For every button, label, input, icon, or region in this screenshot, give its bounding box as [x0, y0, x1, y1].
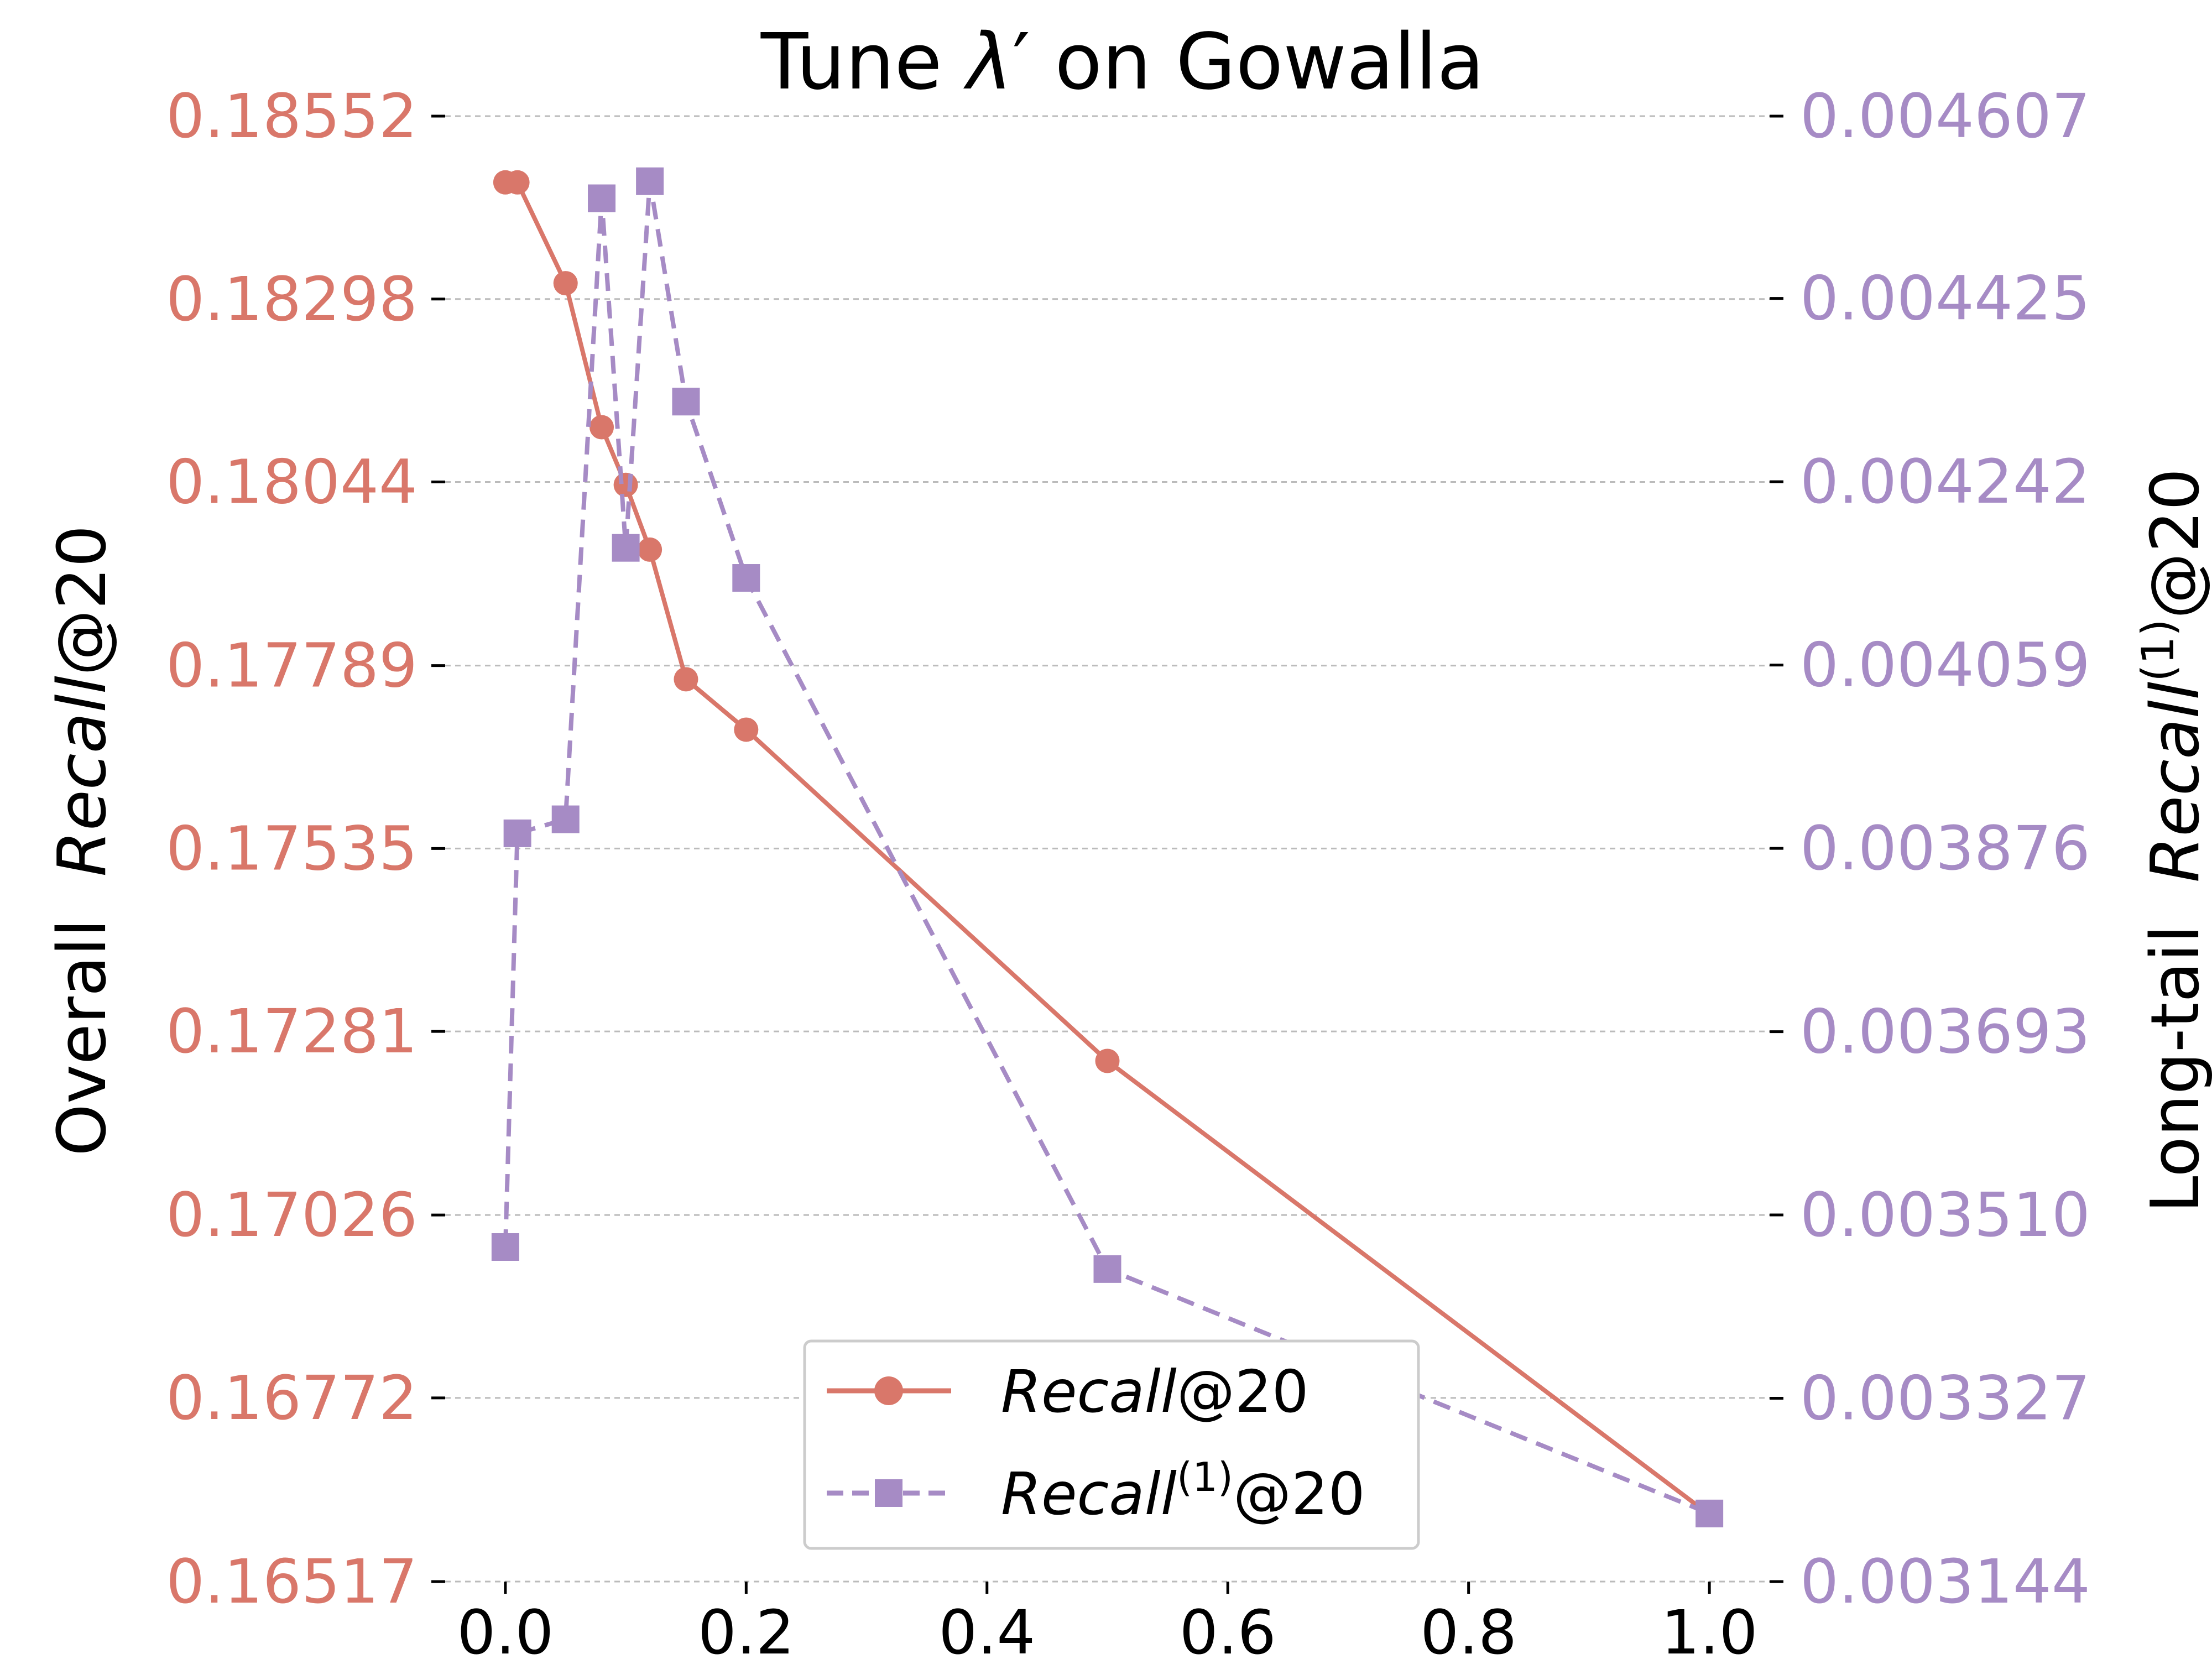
data-point-0 [589, 415, 614, 440]
data-point-0 [734, 717, 759, 742]
left-tick-label: 0.17281 [166, 996, 418, 1067]
data-point-1 [1695, 1499, 1724, 1527]
legend-label-recall-longtail: Recall(1)@20 [1001, 1454, 1365, 1528]
data-point-0 [674, 667, 698, 692]
data-point-0 [553, 271, 578, 296]
data-point-0 [1095, 1048, 1120, 1073]
data-point-1 [503, 819, 531, 847]
right-tick-label: 0.003327 [1800, 1363, 2090, 1434]
right-axis-label: Long-tail Recall(1)@20 [2132, 468, 2212, 1213]
left-tick-label: 0.18298 [166, 264, 418, 335]
left-tick-label: 0.17789 [166, 630, 418, 701]
data-point-0 [638, 537, 662, 562]
right-tick-label: 0.003510 [1800, 1180, 2090, 1250]
legend-box [803, 1339, 1420, 1550]
left-tick-label: 0.18552 [166, 81, 418, 152]
legend-label-recall: Recall@20 [1001, 1358, 1309, 1426]
left-axis-label: Overall Recall@20 [44, 525, 121, 1156]
left-tick-label: 0.17026 [166, 1180, 418, 1250]
data-point-1 [612, 534, 640, 562]
legend-swatch-recall-longtail-marker [875, 1479, 902, 1507]
right-tick-label: 0.004607 [1800, 81, 2090, 152]
left-tick-label: 0.18044 [166, 447, 418, 518]
chart-title: Tune λ′ on Gowalla [760, 17, 1484, 107]
legend-entry-recall: Recall@20 [827, 1358, 1309, 1426]
data-point-1 [672, 388, 700, 416]
data-point-1 [732, 564, 760, 592]
data-point-1 [1093, 1255, 1121, 1283]
right-tick-label: 0.004242 [1800, 446, 2090, 517]
series-line-0 [505, 180, 1711, 1517]
right-tick-label: 0.003144 [1800, 1546, 2090, 1617]
data-point-0 [505, 170, 530, 195]
data-point-1 [636, 167, 664, 195]
left-tick-label: 0.16517 [166, 1546, 418, 1617]
x-tick-label: 0.8 [1420, 1597, 1517, 1659]
right-tick-label: 0.004059 [1800, 630, 2090, 701]
right-tick-label: 0.004425 [1800, 263, 2090, 334]
data-point-1 [588, 184, 616, 212]
legend: Recall@20 Recall(1)@20 [803, 1339, 1420, 1550]
right-tick-label: 0.003693 [1800, 997, 2090, 1067]
series [491, 167, 1724, 1527]
x-tick-label: 0.0 [457, 1597, 554, 1659]
data-point-1 [491, 1233, 519, 1261]
x-tick-label: 0.4 [938, 1597, 1035, 1659]
x-tick-label: 0.2 [698, 1597, 795, 1659]
right-tick-label: 0.003876 [1800, 813, 2090, 884]
legend-swatch-recall-marker [874, 1376, 903, 1405]
series-line-1 [503, 179, 1710, 1516]
x-tick-label: 0.6 [1180, 1597, 1276, 1659]
data-point-1 [551, 805, 580, 833]
left-tick-label: 0.17535 [166, 813, 418, 884]
x-tick-label: 1.0 [1661, 1597, 1758, 1659]
legend-entry-recall-longtail: Recall(1)@20 [827, 1454, 1365, 1528]
axes: 0.18552 0.18298 0.18044 0.17789 0.17535 0.172… [166, 81, 2090, 1659]
left-tick-label: 0.16772 [166, 1363, 418, 1433]
data-point-0 [613, 472, 638, 497]
